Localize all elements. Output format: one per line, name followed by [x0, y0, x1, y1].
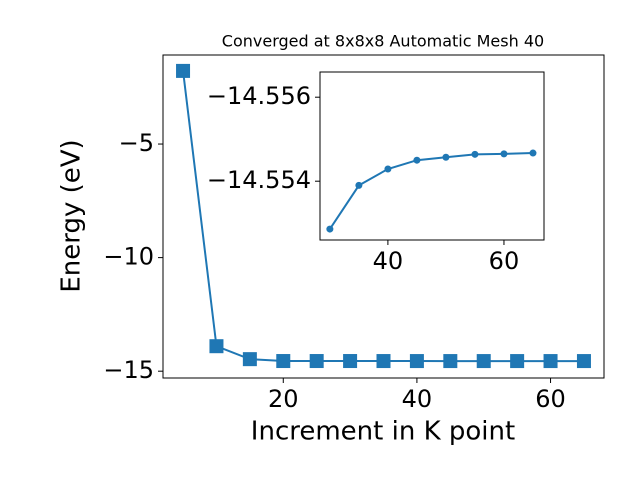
marker: [442, 153, 450, 161]
marker: [209, 339, 224, 354]
marker: [355, 181, 363, 189]
marker: [343, 354, 358, 369]
x-tick-label: 40: [402, 385, 433, 413]
chart-title: Converged at 8x8x8 Automatic Mesh 40: [222, 32, 544, 51]
x-tick-label: 60: [489, 247, 520, 275]
marker: [409, 354, 424, 369]
y-tick-label: −14.554: [207, 166, 311, 194]
y-axis-label: Energy (eV): [57, 139, 87, 292]
y-tick-label: −10: [103, 243, 154, 271]
marker: [326, 225, 334, 233]
marker: [443, 354, 458, 369]
axes-frame: [162, 54, 605, 379]
marker: [309, 354, 324, 369]
x-tick-label: 40: [373, 247, 404, 275]
inset-background: [320, 72, 544, 240]
x-tick-label: 20: [268, 385, 299, 413]
marker: [476, 354, 491, 369]
marker: [510, 354, 525, 369]
marker: [576, 354, 591, 369]
y-tick-label: −15: [103, 356, 154, 384]
data-line: [329, 152, 534, 230]
marker: [500, 150, 508, 158]
marker: [543, 354, 558, 369]
marker: [384, 165, 392, 173]
x-tick-label: 60: [535, 385, 566, 413]
marker: [242, 352, 257, 367]
y-tick-label: −5: [119, 129, 154, 157]
x-axis-label: Increment in K point: [251, 417, 515, 447]
axes-frame: [319, 71, 545, 241]
marker: [471, 150, 479, 158]
marker: [176, 63, 191, 78]
y-tick-label: −14.556: [207, 82, 311, 110]
marker: [529, 149, 537, 157]
marker: [376, 354, 391, 369]
marker: [413, 156, 421, 164]
marker: [276, 354, 291, 369]
